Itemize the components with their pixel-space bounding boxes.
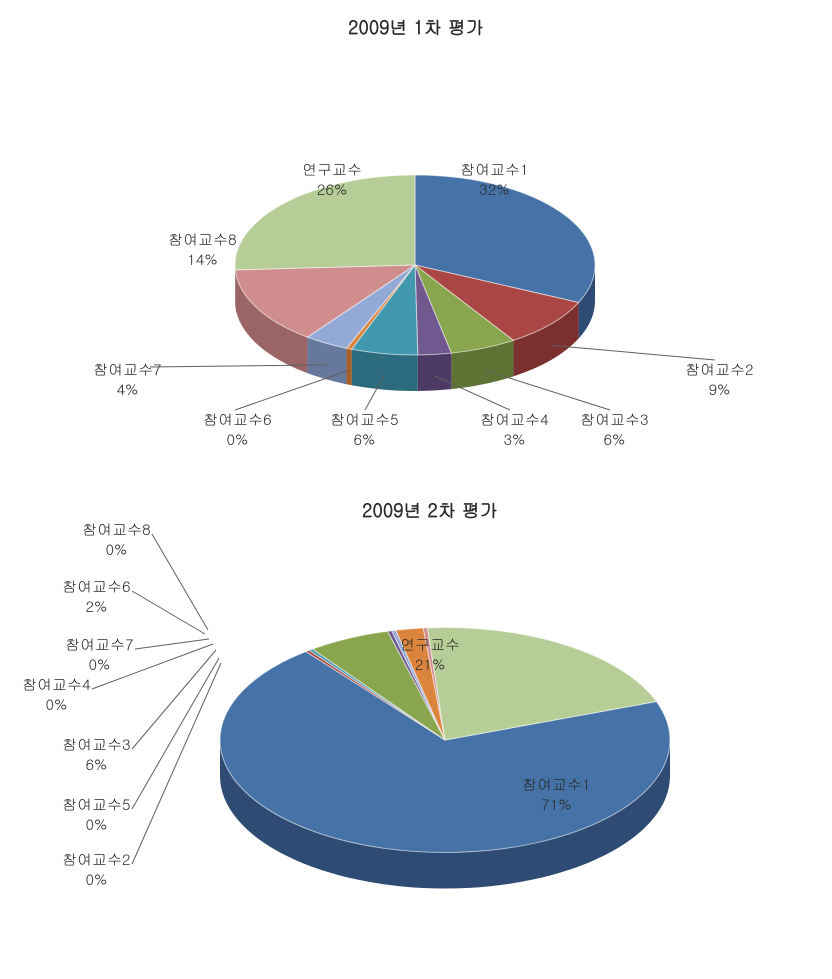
chart1-svg (0, 55, 832, 485)
chart2-label-5: 참여교수70% (65, 635, 134, 676)
chart1-label-0-text: 참여교수1 (460, 159, 529, 180)
chart1-label-7-pct: 14% (187, 249, 217, 270)
chart2-label-2: 참여교수50% (62, 795, 131, 836)
chart2-block: 2009년 2차 평가 참여교수1 71% 연구교수 21% 참여교수80%참여… (0, 490, 832, 979)
chart1-label-1-text: 참여교수2 (685, 359, 754, 380)
chart2-label-2-text: 참여교수5 (62, 794, 131, 815)
chart1-label-3-text: 참여교수4 (480, 409, 549, 430)
chart2-label-3-pct: 6% (85, 754, 107, 775)
chart2-label-1-text: 참여교수2 (62, 849, 131, 870)
chart2-label-3: 참여교수36% (62, 735, 131, 776)
chart2-label-1-pct: 0% (85, 869, 107, 890)
chart1-pie: 참여교수1 32% 연구교수 26% 참여교수8 14% 참여교수2 9% 참여… (0, 55, 832, 485)
chart1-label-5: 참여교수6 0% (203, 410, 272, 451)
chart2-label-4-pct: 0% (45, 694, 67, 715)
chart2-label-0-text: 참여교수1 (522, 774, 591, 795)
chart1-label-1: 참여교수2 9% (685, 360, 754, 401)
chart2-label-6-text: 참여교수6 (62, 576, 131, 597)
chart1-label-8-text: 연구교수 (302, 159, 362, 180)
chart2-label-7-text: 참여교수8 (82, 519, 151, 540)
chart2-label-7-pct: 0% (105, 539, 127, 560)
chart2-label-3-text: 참여교수3 (62, 734, 131, 755)
chart1-label-4-pct: 6% (353, 429, 375, 450)
chart1-label-3-pct: 3% (503, 429, 525, 450)
chart1-label-0-pct: 32% (479, 179, 509, 200)
chart1-label-3: 참여교수4 3% (480, 410, 549, 451)
chart2-label-8-pct: 21% (415, 654, 445, 675)
chart1-label-2-text: 참여교수3 (580, 409, 649, 430)
chart1-label-1-pct: 9% (708, 379, 730, 400)
chart1-label-6: 참여교수7 4% (93, 360, 162, 401)
chart2-label-4: 참여교수40% (22, 675, 91, 716)
chart2-pie: 참여교수1 71% 연구교수 21% 참여교수80%참여교수62%참여교수70%… (0, 510, 832, 979)
chart2-label-5-text: 참여교수7 (65, 634, 134, 655)
chart2-label-6-pct: 2% (85, 596, 107, 617)
chart1-label-6-pct: 4% (116, 379, 138, 400)
chart2-label-7: 참여교수80% (82, 520, 151, 561)
chart1-label-5-text: 참여교수6 (203, 409, 272, 430)
chart2-label-6: 참여교수62% (62, 577, 131, 618)
chart2-label-8: 연구교수 21% (400, 635, 460, 676)
chart1-label-0: 참여교수1 32% (460, 160, 529, 201)
chart1-label-7: 참여교수8 14% (168, 230, 237, 271)
chart2-label-2-pct: 0% (85, 814, 107, 835)
chart2-label-5-pct: 0% (88, 654, 110, 675)
chart1-label-6-text: 참여교수7 (93, 359, 162, 380)
chart1-label-4: 참여교수5 6% (330, 410, 399, 451)
chart1-label-8: 연구교수 26% (302, 160, 362, 201)
page: 2009년 1차 평가 참여교수1 32% 연구교수 26% 참여교수8 14%… (0, 0, 832, 979)
chart2-label-0-pct: 71% (541, 794, 571, 815)
chart1-label-7-text: 참여교수8 (168, 229, 237, 250)
chart1-label-5-pct: 0% (226, 429, 248, 450)
chart2-label-1: 참여교수20% (62, 850, 131, 891)
chart1-title: 2009년 1차 평가 (0, 15, 832, 40)
chart2-label-8-text: 연구교수 (400, 634, 460, 655)
chart1-block: 2009년 1차 평가 참여교수1 32% 연구교수 26% 참여교수8 14%… (0, 0, 832, 490)
chart1-label-2: 참여교수3 6% (580, 410, 649, 451)
chart1-label-8-pct: 26% (317, 179, 347, 200)
chart2-label-4-text: 참여교수4 (22, 674, 91, 695)
chart2-label-0: 참여교수1 71% (522, 775, 591, 816)
chart1-label-2-pct: 6% (603, 429, 625, 450)
chart1-label-4-text: 참여교수5 (330, 409, 399, 430)
